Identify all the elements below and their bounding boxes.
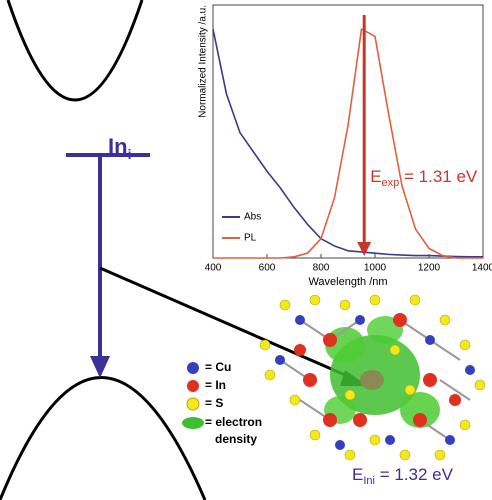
annotation-main: E xyxy=(370,167,381,186)
s-symbol xyxy=(186,397,200,411)
density-symbol xyxy=(182,417,204,429)
arrow-head xyxy=(90,356,110,378)
x-tick-label: 400 xyxy=(205,263,222,274)
legend-label: = Cu xyxy=(205,360,231,374)
series-line xyxy=(212,28,483,258)
arrow-head xyxy=(357,242,372,256)
x-tick-label: 1400 xyxy=(472,263,492,274)
valence-band xyxy=(0,376,207,500)
energy-label: EIni = 1.32 eV xyxy=(352,465,454,486)
series-line xyxy=(213,28,483,259)
inset-chart: Normalized Intensity /a.u. Wavelength /n… xyxy=(198,4,484,288)
legend-label: Abs xyxy=(244,212,261,223)
cu-symbol xyxy=(187,362,199,374)
conduction-band xyxy=(6,0,144,102)
x-tick-label: 1000 xyxy=(364,263,387,274)
level-label: Ini xyxy=(108,134,131,162)
legend-label: = In xyxy=(205,378,226,392)
legend-label: = S xyxy=(205,396,223,410)
annotation-sub: exp xyxy=(382,177,400,189)
x-tick-label: 1200 xyxy=(418,263,441,274)
legend-label: density xyxy=(215,432,257,446)
annotation-rest: = 1.31 eV xyxy=(399,167,478,186)
pointer-arrow xyxy=(99,266,353,380)
x-tick-label: 600 xyxy=(259,263,276,274)
in-symbol xyxy=(187,380,199,392)
cluster-structure xyxy=(259,294,486,461)
x-tick-label: 800 xyxy=(313,263,330,274)
legend-label: = electron xyxy=(205,415,262,429)
legend-label: PL xyxy=(244,233,257,244)
y-axis-label: Normalized Intensity /a.u. xyxy=(198,5,209,118)
annotation: Eexp = 1.31 eV xyxy=(370,167,478,188)
x-axis-label: Wavelength /nm xyxy=(308,276,387,288)
plot-frame xyxy=(212,4,484,259)
